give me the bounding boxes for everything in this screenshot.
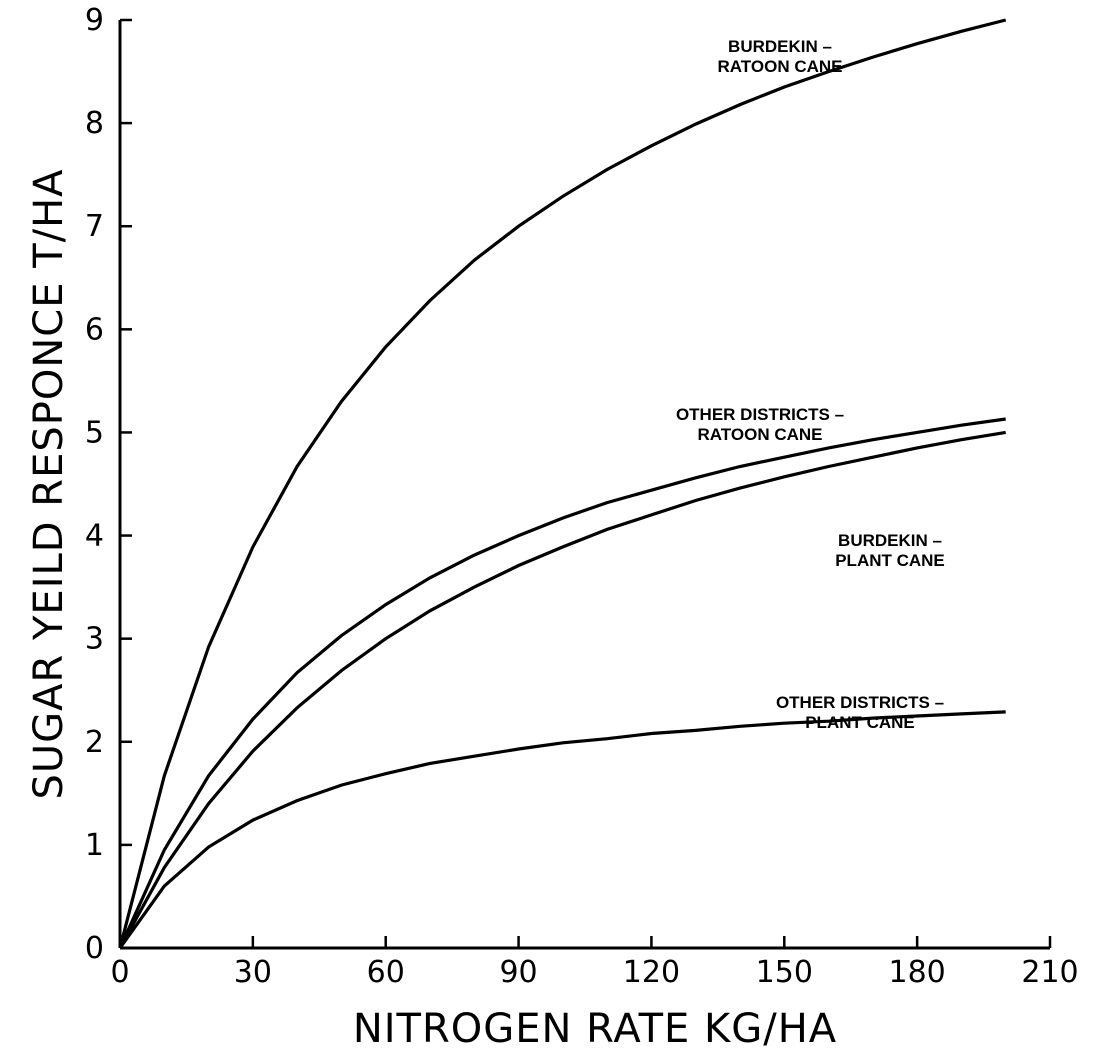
axes <box>118 20 1050 950</box>
y-tick-label: 5 <box>85 415 104 450</box>
y-tick-label: 3 <box>85 622 104 657</box>
series-label-line: PLANT CANE <box>805 713 915 732</box>
x-tick-label: 60 <box>367 955 405 990</box>
series-label-line: OTHER DISTRICTS – <box>676 405 844 424</box>
y-tick-label: 6 <box>85 312 104 347</box>
y-tick-label: 9 <box>85 3 104 38</box>
y-tick-label: 1 <box>85 828 104 863</box>
series-label-3: BURDEKIN – PLANT CANE <box>835 531 945 570</box>
series-label-line: OTHER DISTRICTS – <box>776 693 944 712</box>
tick-label-group: 0 30 60 90 120 150 180 210 0 1 2 3 4 5 6 7 8 9 <box>85 3 1079 990</box>
x-tick-label: 180 <box>889 955 946 990</box>
y-tick-label: 4 <box>85 519 104 554</box>
x-tick-label: 90 <box>499 955 537 990</box>
series-label-line: BURDEKIN – <box>728 37 832 56</box>
series-line-4 <box>118 710 1006 949</box>
series-line-2 <box>118 417 1006 949</box>
series-group <box>118 18 1007 949</box>
series-label-line: PLANT CANE <box>835 551 945 570</box>
x-tick-label: 30 <box>234 955 272 990</box>
x-tick-label: 120 <box>623 955 680 990</box>
y-tick-label: 2 <box>85 725 104 760</box>
y-tick-label: 0 <box>85 931 104 966</box>
x-tick-label: 0 <box>110 955 129 990</box>
y-axis-title: SUGAR YEILD RESPONCE T/HA <box>26 168 72 799</box>
x-tick-label: 150 <box>756 955 813 990</box>
series-label-line: BURDEKIN – <box>838 531 942 550</box>
x-axis-title: NITROGEN RATE KG/HA <box>353 1006 837 1052</box>
series-label-line: RATOON CANE <box>698 425 823 444</box>
series-label-2: OTHER DISTRICTS – RATOON CANE <box>676 405 844 444</box>
series-line-3 <box>118 430 1006 949</box>
tick-group <box>118 18 1052 950</box>
y-tick-label: 8 <box>85 106 104 141</box>
y-tick-label: 7 <box>85 209 104 244</box>
series-label-4: OTHER DISTRICTS – PLANT CANE <box>776 693 944 732</box>
series-label-1: BURDEKIN – RATOON CANE <box>718 37 843 76</box>
series-label-line: RATOON CANE <box>718 57 843 76</box>
x-tick-label: 210 <box>1021 955 1078 990</box>
series-line-1 <box>118 18 1007 949</box>
